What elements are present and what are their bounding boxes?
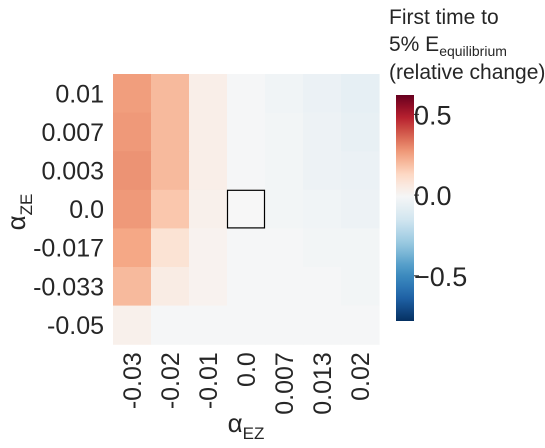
heatmap-cell <box>303 189 342 229</box>
y-axis-label-sub: ZE <box>17 194 36 216</box>
colorbar-title-subscript: equilibrium <box>439 43 507 59</box>
x-axis-label-main: α <box>228 408 243 438</box>
heatmap-cell <box>265 74 304 114</box>
colorbar-tick-label: −0.5 <box>414 262 467 292</box>
colorbar-title-line-3: (relative change) <box>389 61 545 84</box>
heatmap-cell <box>151 305 190 345</box>
colorbar-tick-label: 0.0 <box>414 181 452 211</box>
heatmap-cell <box>341 189 380 229</box>
y-tick-label: -0.05 <box>47 312 104 340</box>
y-tick-label: 0.003 <box>41 158 104 186</box>
x-tick-label: 0.02 <box>347 352 375 401</box>
y-tick-label: 0.0 <box>69 196 104 224</box>
heatmap-cell <box>341 151 380 191</box>
heatmap-cell <box>227 228 266 268</box>
heatmap-cell <box>227 112 266 152</box>
colorbar-tick-label: 0.5 <box>414 100 452 130</box>
heatmap-cell <box>189 112 228 152</box>
x-tick-label: -0.03 <box>119 352 147 409</box>
colorbar-title-line-1: First time to <box>389 6 499 29</box>
heatmap-cell <box>151 112 190 152</box>
heatmap-cell <box>227 74 266 114</box>
y-tick-label: -0.033 <box>33 273 104 301</box>
heatmap-cell <box>227 267 266 307</box>
colorbar-title-line-2: 5% Eequilibrium <box>389 33 507 59</box>
heatmap-cell <box>113 189 152 229</box>
x-tick-label: 0.0 <box>233 352 261 387</box>
heatmap-cell <box>227 305 266 345</box>
y-tick-label: 0.01 <box>55 80 104 108</box>
heatmap-cell <box>303 305 342 345</box>
heatmap-cell <box>189 228 228 268</box>
heatmap-cell <box>151 267 190 307</box>
heatmap-cell <box>189 305 228 345</box>
heatmap-cell <box>113 74 152 114</box>
heatmap-cell <box>113 112 152 152</box>
heatmap-cell <box>227 189 266 229</box>
heatmap-cells <box>113 74 380 345</box>
heatmap-cell <box>113 228 152 268</box>
heatmap-cell <box>151 151 190 191</box>
heatmap-cell <box>151 228 190 268</box>
heatmap-cell <box>341 112 380 152</box>
x-axis-label: αEZ <box>228 408 265 443</box>
heatmap-cell <box>303 74 342 114</box>
x-tick-labels: -0.03 -0.02 -0.01 0.0 0.007 0.013 0.02 <box>119 352 375 415</box>
y-axis-label-main: α <box>1 215 31 230</box>
y-axis-label: αZE <box>1 194 36 231</box>
heatmap-cell <box>265 151 304 191</box>
heatmap-cell <box>303 267 342 307</box>
heatmap-cell <box>189 74 228 114</box>
heatmap-cell <box>341 74 380 114</box>
heatmap-cell <box>189 267 228 307</box>
heatmap-cell <box>341 228 380 268</box>
heatmap-cell <box>265 112 304 152</box>
x-tick-label: 0.013 <box>309 352 337 415</box>
highlight-cell-box <box>226 189 266 229</box>
heatmap-cell <box>303 151 342 191</box>
heatmap-cell <box>151 74 190 114</box>
heatmap-cell <box>113 151 152 191</box>
y-tick-label: -0.017 <box>33 235 104 263</box>
x-axis-label-sub: EZ <box>243 424 265 443</box>
heatmap-cell <box>265 267 304 307</box>
x-tick-label: -0.01 <box>195 352 223 409</box>
heatmap-cell <box>341 267 380 307</box>
heatmap-cell <box>303 228 342 268</box>
heatmap-cell <box>303 112 342 152</box>
heatmap-cell <box>151 189 190 229</box>
heatmap-cell <box>265 228 304 268</box>
heatmap-cell <box>227 151 266 191</box>
heatmap-cell <box>265 305 304 345</box>
colorbar-title-line-2-main: 5% E <box>389 33 439 56</box>
heatmap-cell <box>189 151 228 191</box>
heatmap-cell <box>265 189 304 229</box>
heatmap-cell <box>113 305 152 345</box>
colorbar-ticks: 0.5 0.0 −0.5 <box>414 100 467 292</box>
x-tick-label: -0.02 <box>157 352 185 409</box>
y-tick-label: 0.007 <box>41 119 104 147</box>
colorbar-title: First time to 5% Eequilibrium (relative … <box>389 6 545 84</box>
y-tick-labels: 0.01 0.007 0.003 0.0 -0.017 -0.033 -0.05 <box>33 80 104 340</box>
heatmap-cell <box>189 189 228 229</box>
colorbar <box>396 95 414 321</box>
x-tick-label: 0.007 <box>271 352 299 415</box>
heatmap-cell <box>113 267 152 307</box>
heatmap-cell <box>341 305 380 345</box>
